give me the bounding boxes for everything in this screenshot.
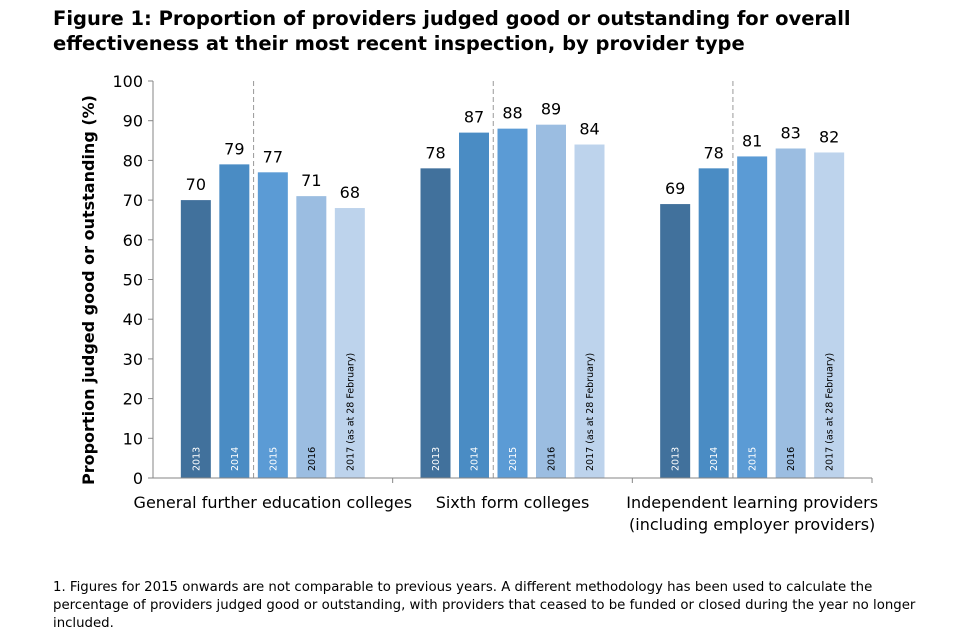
bar-year-label: 2016 — [547, 447, 558, 471]
bar-value-label: 88 — [502, 104, 522, 123]
x-category-label: General further education colleges — [134, 493, 413, 512]
bar — [420, 168, 451, 478]
bar-chart: 0 10 20 30 40 50 60 70 80 90 100 70 2013 79 2014 77 201… — [79, 72, 878, 534]
y-tick-label: 80 — [123, 151, 143, 170]
bar — [459, 132, 489, 479]
bar-value-label: 78 — [703, 143, 723, 162]
bar-value-label: 82 — [819, 127, 839, 146]
bar-year-label: 2015 — [748, 447, 759, 471]
bar — [775, 148, 806, 479]
bar-year-label: 2015 — [508, 447, 519, 471]
chart-title: Figure 1: Proportion of providers judged… — [53, 7, 851, 55]
bar — [737, 156, 768, 478]
bar-value-label: 71 — [301, 171, 321, 190]
footnote: 1. Figures for 2015 onwards are not comp… — [53, 580, 916, 631]
bar-year-label: 2014 — [709, 447, 720, 471]
bar-value-label: 83 — [780, 123, 800, 142]
bar — [334, 208, 365, 479]
bar — [219, 164, 250, 478]
y-tick-label: 30 — [123, 350, 143, 369]
bar-value-label: 87 — [464, 108, 484, 127]
bar-year-label: 2017 (as at 28 February) — [825, 353, 836, 471]
bar-value-label: 70 — [186, 175, 206, 194]
bar-value-label: 79 — [224, 139, 244, 158]
y-tick-label: 90 — [123, 112, 143, 131]
y-axis: 0 10 20 30 40 50 60 70 80 90 100 — [112, 72, 154, 488]
bar-value-label: 68 — [340, 183, 360, 202]
x-category-label: Sixth form colleges — [436, 493, 590, 512]
bar-value-label: 81 — [742, 131, 762, 150]
y-tick-label: 40 — [123, 310, 143, 329]
bar — [257, 172, 288, 478]
bar-year-label: 2014 — [230, 447, 241, 471]
bar — [574, 144, 605, 478]
bar — [536, 124, 566, 479]
bar-year-label: 2017 (as at 28 February) — [585, 353, 596, 471]
bar-value-label: 78 — [425, 143, 445, 162]
bars: 70 2013 79 2014 77 2015 71 2016 68 2017 (as at 28… — [180, 100, 845, 479]
bar — [296, 196, 327, 478]
x-category-label: Independent learning providers — [626, 493, 878, 512]
bar-year-label: 2013 — [191, 447, 202, 471]
bar-year-label: 2015 — [268, 447, 279, 471]
y-tick-label: 70 — [123, 191, 143, 210]
bar-year-label: 2014 — [470, 447, 481, 471]
bar — [660, 204, 691, 478]
x-axis: General further education colleges Sixth … — [134, 477, 878, 534]
group-dividers — [253, 81, 734, 478]
y-tick-label: 20 — [123, 390, 143, 409]
y-tick-label: 0 — [133, 469, 143, 488]
y-tick-label: 50 — [123, 271, 143, 290]
bar-value-label: 89 — [541, 100, 561, 119]
bar-year-label: 2016 — [786, 447, 797, 471]
bar — [814, 152, 845, 478]
bar-year-label: 2013 — [671, 447, 682, 471]
bar-value-label: 77 — [263, 147, 283, 166]
x-category-label: (including employer providers) — [629, 515, 875, 534]
bar-year-label: 2017 (as at 28 February) — [345, 353, 356, 471]
bar-value-label: 84 — [579, 120, 599, 139]
y-tick-label: 10 — [123, 429, 143, 448]
y-tick-label: 60 — [123, 231, 143, 250]
bar-year-label: 2013 — [431, 447, 442, 471]
bar — [698, 168, 729, 478]
bar-year-label: 2016 — [307, 447, 318, 471]
bar — [497, 128, 528, 478]
bar-value-label: 69 — [665, 179, 685, 198]
y-tick-label: 100 — [112, 72, 143, 91]
bar — [180, 200, 211, 478]
y-axis-title: Proportion judged good or outstanding (%… — [79, 95, 98, 485]
